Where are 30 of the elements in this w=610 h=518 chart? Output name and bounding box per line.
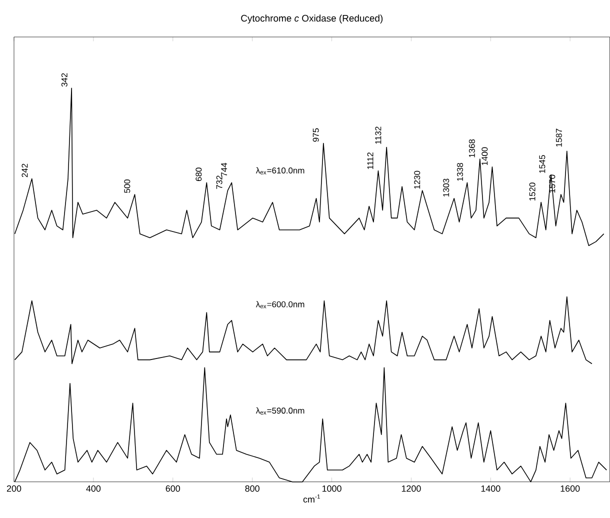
annotation: 1132 — [375, 126, 382, 144]
x-tick-label: 1200 — [402, 485, 421, 492]
annotation: 1587 — [556, 128, 562, 147]
annotation: 1368 — [468, 139, 475, 158]
annotation: 680 — [196, 168, 202, 182]
text: λ$_{ex}$=590.0nm — [256, 407, 304, 415]
annotation: 1338 — [457, 163, 464, 181]
x-axis-title: cm$^{-1}$ — [303, 494, 320, 503]
x-tick-label: 1000 — [322, 485, 342, 492]
annotation: 1400 — [482, 147, 488, 166]
annotation: 1230 — [414, 170, 420, 189]
annotation: 732 — [216, 176, 222, 189]
x-tick-label: 600 — [166, 485, 180, 492]
annotation: 1303 — [443, 178, 450, 197]
annotation: 500 — [124, 180, 130, 193]
text: λ$_{ex}$=610.0nm — [256, 167, 304, 175]
x-tick-label: 800 — [245, 485, 260, 492]
annotation: 1520 — [529, 182, 536, 201]
annotation: 744 — [221, 162, 227, 176]
x-tick-label: 1400 — [481, 485, 500, 492]
chart-title: Cytochrome c Oxidase (Reduced) — [241, 14, 383, 24]
text: λ$_{ex}$=600.0nm — [256, 301, 304, 308]
annotation: 1545 — [539, 155, 546, 174]
x-tick-label: 400 — [86, 485, 101, 492]
x-tick-label: 200 — [6, 485, 22, 492]
annotation: 1112 — [367, 152, 374, 170]
x-tick-label: 1600 — [560, 485, 580, 492]
annotation: 342 — [61, 73, 68, 87]
annotation: 242 — [22, 164, 28, 178]
annotation: 975 — [312, 128, 319, 142]
